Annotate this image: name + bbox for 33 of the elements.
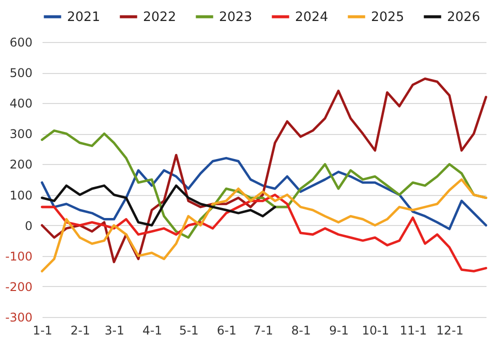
x-tick-label: 6-1: [216, 324, 236, 338]
x-tick-label: 9-1: [329, 324, 349, 338]
y-tick-label: -100: [5, 249, 32, 264]
y-tick-label: -200: [5, 280, 32, 294]
y-tick-label: 200: [10, 158, 32, 172]
legend-label: 2021: [67, 10, 100, 25]
y-tick-label: 500: [10, 66, 32, 80]
line-series: [40, 184, 276, 227]
x-tick-label: 5-1: [179, 324, 199, 338]
x-tick-label: 2-1: [70, 324, 90, 338]
y-tick-label: 300: [10, 127, 32, 142]
line-series: [40, 156, 488, 230]
line-series: [40, 178, 488, 272]
legend-label: 2025: [371, 10, 404, 25]
legend-label: 2022: [143, 10, 176, 25]
x-tick-label: 1-1: [32, 324, 52, 338]
y-tick-label: 400: [10, 96, 32, 111]
x-tick-label: 3-1: [104, 324, 124, 338]
legend-label: 2024: [295, 10, 328, 25]
line-series: [40, 77, 488, 264]
x-tick-label: 4-1: [142, 324, 162, 338]
y-tick-label: -300: [5, 310, 32, 324]
x-tick-label: 11-1: [400, 324, 427, 338]
y-tick-label: 0: [24, 218, 32, 233]
legend-label: 2023: [219, 10, 252, 25]
x-tick-label: 12-1: [436, 324, 464, 338]
y-tick-label: 100: [10, 188, 32, 202]
legend-label: 2026: [447, 10, 480, 25]
x-tick-label: 8-1: [291, 324, 311, 338]
x-tick-label: 10-1: [362, 324, 390, 338]
x-tick-label: 7-1: [253, 324, 274, 338]
y-tick-label: 600: [10, 36, 32, 50]
line-series: [40, 194, 488, 272]
